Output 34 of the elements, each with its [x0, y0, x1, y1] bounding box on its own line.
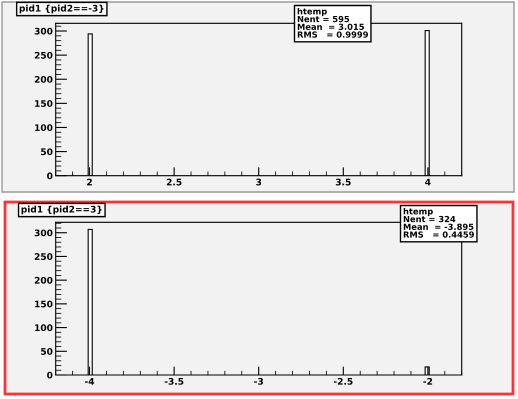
x-tick-label: 3: [256, 178, 262, 186]
annotation: Mean = 3.015: [298, 24, 364, 30]
annotation: RMS = 0.9999: [298, 31, 368, 38]
y-tick-label: 300: [34, 229, 52, 236]
x-tick-label: -4: [85, 378, 94, 385]
y-tick-label: 150: [35, 300, 52, 308]
y-tick-label: 50: [41, 148, 52, 156]
x-tick-label: 4: [425, 178, 431, 186]
x-tick-label: -3.5: [164, 378, 184, 385]
chart-title: pid1 {pid2==3}: [22, 206, 102, 214]
x-tick-label: 2.5: [166, 178, 182, 186]
annotation: RMS = 0.4459: [404, 231, 474, 238]
y-tick-label: 200: [34, 76, 52, 83]
y-tick-label: 200: [34, 276, 52, 284]
y-tick-label: 250: [34, 253, 52, 260]
x-tick-label: 2: [87, 178, 92, 186]
x-tick-label: -3: [254, 378, 263, 385]
annotation: Mean = -3.895: [404, 224, 474, 230]
text: htemp: [298, 8, 327, 16]
text: Nent = 595: [298, 16, 350, 22]
y-tick-label: 50: [41, 348, 52, 355]
y-tick-label: 100: [35, 124, 52, 132]
y-tick-label: 0: [47, 172, 52, 180]
chart-title: pid1 {pid2==-3}: [20, 4, 104, 14]
x-tick-label: 3.5: [336, 178, 351, 186]
y-tick-label: 250: [34, 52, 52, 59]
y-tick-label: 100: [35, 324, 52, 332]
y-tick-label: 300: [34, 28, 52, 35]
text: Nent = 324: [404, 216, 456, 222]
x-tick-label: -2.5: [334, 378, 353, 385]
x-tick-label: -2: [423, 378, 432, 385]
y-tick-label: 0: [47, 372, 52, 379]
y-tick-label: 150: [35, 100, 52, 107]
text: htemp: [404, 208, 433, 216]
